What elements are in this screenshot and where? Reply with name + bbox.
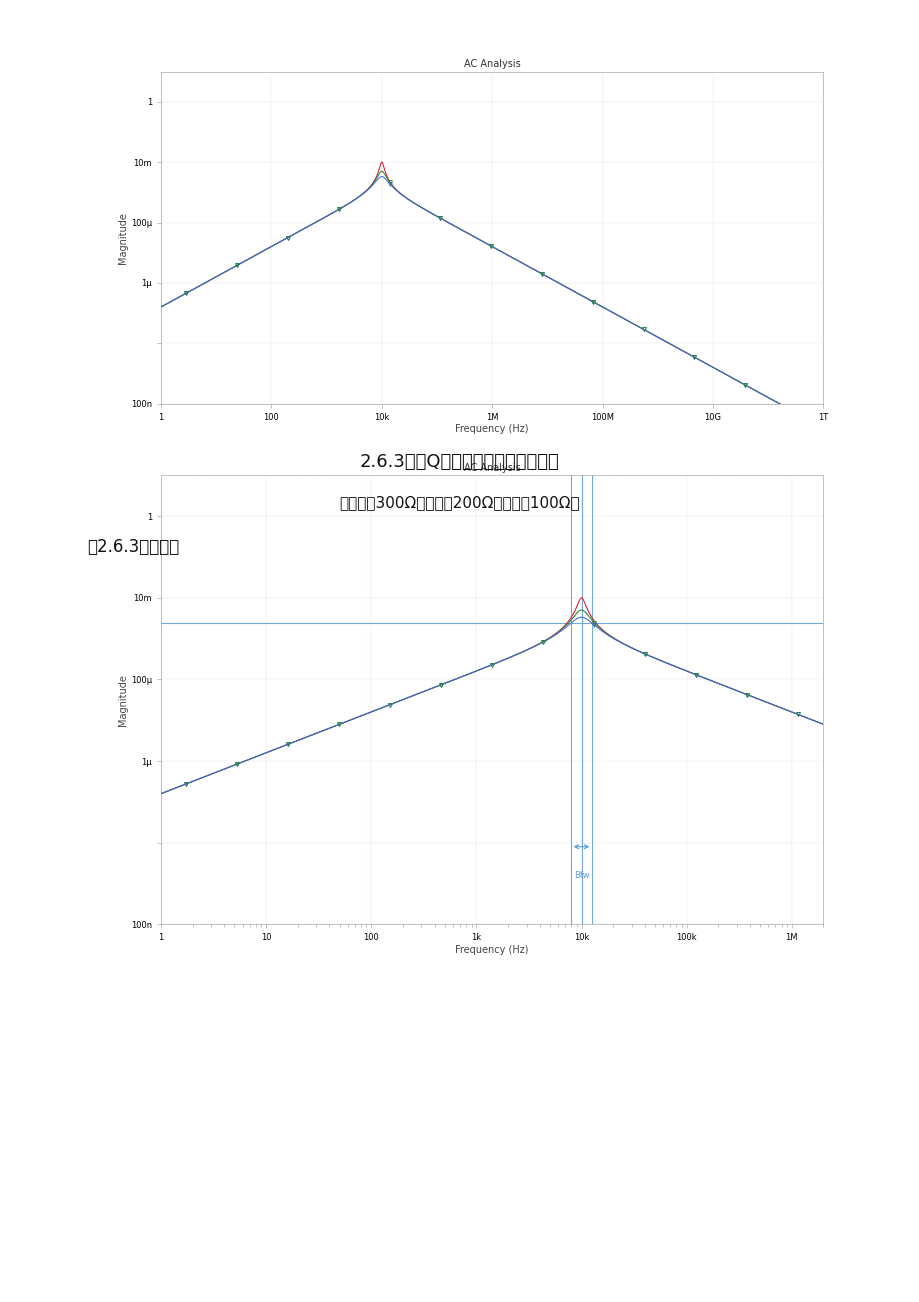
Text: 将2.6.3放大后：: 将2.6.3放大后： — [87, 538, 179, 556]
Title: AC Analysis: AC Analysis — [463, 60, 520, 69]
X-axis label: Frequency (Hz): Frequency (Hz) — [455, 945, 528, 956]
Text: 2.6.3不同Q値値电流的频率特性曲线: 2.6.3不同Q値値电流的频率特性曲线 — [359, 453, 560, 471]
Text: （蓝线为300Ω，绿线为200Ω，红线为100Ω）: （蓝线为300Ω，绿线为200Ω，红线为100Ω） — [339, 495, 580, 510]
X-axis label: Frequency (Hz): Frequency (Hz) — [455, 424, 528, 435]
Title: AC Analysis: AC Analysis — [463, 464, 520, 473]
Y-axis label: Magnitude: Magnitude — [118, 674, 128, 725]
Text: Bfw: Bfw — [573, 871, 589, 880]
Y-axis label: Magnitude: Magnitude — [118, 212, 128, 263]
